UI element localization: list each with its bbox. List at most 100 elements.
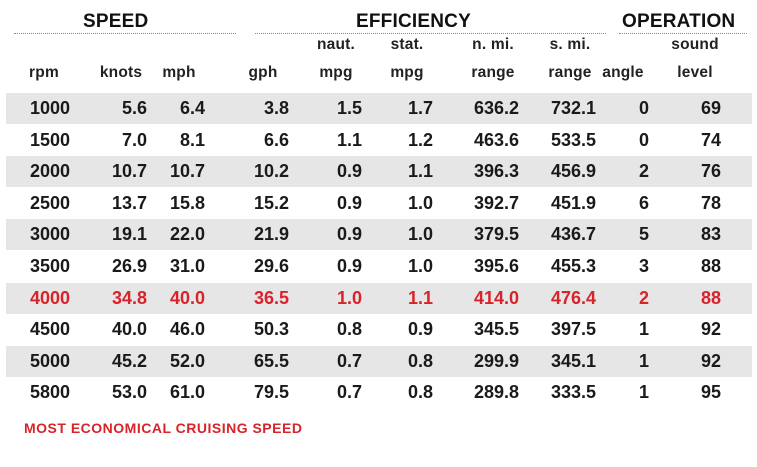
- cell-nmi-range: 345.5: [473, 319, 519, 340]
- table-row: 1500 7.0 8.1 6.6 1.1 1.2 463.6 533.5 0 74: [6, 125, 752, 156]
- cell-mph: 15.8: [169, 192, 205, 213]
- cell-naut-mpg: 1.5: [336, 98, 362, 118]
- cell-naut-mpg: 0.9: [336, 256, 362, 276]
- cell-knots: 10.7: [111, 161, 147, 182]
- cell-mph: 10.7: [169, 161, 205, 182]
- cell-smi-range: 333.5: [550, 382, 596, 403]
- cell-knots: 26.9: [111, 256, 147, 276]
- header-knots-line2: knots: [99, 64, 143, 81]
- cell-mph: 46.0: [169, 319, 205, 340]
- cell-mph: 52.0: [169, 350, 205, 371]
- cell-stat-mpg: 1.0: [407, 192, 433, 213]
- cell-gph: 6.6: [263, 129, 289, 150]
- cell-stat-mpg: 1.1: [407, 287, 433, 308]
- divider-operation: [619, 33, 747, 34]
- cell-gph: 36.5: [253, 287, 289, 308]
- cell-smi-range: 397.5: [550, 319, 596, 340]
- cell-nmi-range: 463.6: [473, 129, 519, 150]
- divider-speed: [14, 33, 236, 34]
- header-angle-line2: angle: [602, 64, 644, 81]
- cell-rpm: 4500: [29, 319, 70, 340]
- cell-sound: 92: [700, 350, 721, 371]
- cell-knots: 53.0: [111, 382, 147, 403]
- cell-smi-range: 732.1: [550, 98, 596, 118]
- cell-naut-mpg: 1.1: [336, 129, 362, 150]
- cell-angle: 2: [638, 161, 649, 182]
- cell-smi-range: 533.5: [550, 129, 596, 150]
- cell-angle: 1: [638, 350, 649, 371]
- cell-sound: 74: [700, 129, 721, 150]
- cell-smi-range: 476.4: [550, 287, 596, 308]
- cell-angle: 3: [638, 256, 649, 276]
- cell-smi-range: 345.1: [550, 350, 596, 371]
- cell-gph: 50.3: [253, 319, 289, 340]
- cell-rpm: 1500: [29, 129, 70, 150]
- divider-efficiency: [255, 33, 606, 34]
- cell-nmi-range: 289.8: [473, 382, 519, 403]
- cell-stat-mpg: 1.1: [407, 161, 433, 182]
- table-row: 3000 19.1 22.0 21.9 0.9 1.0 379.5 436.7 5 83: [6, 219, 752, 251]
- cell-rpm: 3500: [29, 256, 70, 276]
- cell-knots: 13.7: [111, 192, 147, 213]
- cell-angle: 6: [638, 192, 649, 213]
- cell-nmi-range: 379.5: [473, 224, 519, 245]
- cell-stat-mpg: 1.2: [407, 129, 433, 150]
- cell-knots: 7.0: [121, 129, 147, 150]
- cell-smi-range: 455.3: [550, 256, 596, 276]
- cell-knots: 5.6: [121, 98, 147, 118]
- table-row: 2000 10.7 10.7 10.2 0.9 1.1 396.3 456.9 2 76: [6, 156, 752, 188]
- cell-gph: 79.5: [253, 382, 289, 403]
- cell-gph: 10.2: [253, 161, 289, 182]
- cell-naut-mpg: 0.8: [336, 319, 362, 340]
- cell-nmi-range: 395.6: [473, 256, 519, 276]
- cell-gph: 3.8: [263, 98, 289, 118]
- cell-nmi-range: 299.9: [473, 350, 519, 371]
- cell-nmi-range: 392.7: [473, 192, 519, 213]
- cell-gph: 15.2: [253, 192, 289, 213]
- cell-angle: 0: [638, 98, 649, 118]
- header-rpm-line2: rpm: [29, 64, 59, 81]
- cell-naut-mpg: 0.9: [336, 161, 362, 182]
- header-sound-line2: level: [677, 64, 713, 81]
- group-title-efficiency: EFFICIENCY: [356, 11, 471, 32]
- cell-rpm: 2500: [29, 192, 70, 213]
- cell-mph: 6.4: [179, 98, 205, 118]
- cell-stat-mpg: 1.0: [407, 224, 433, 245]
- cell-naut-mpg: 0.7: [336, 350, 362, 371]
- cell-mph: 61.0: [169, 382, 205, 403]
- cell-naut-mpg: 0.9: [336, 224, 362, 245]
- cell-nmi-range: 636.2: [473, 98, 519, 118]
- cell-stat-mpg: 1.7: [407, 98, 433, 118]
- header-naut-mpg-line2: mpg: [319, 64, 353, 81]
- table-row: 4500 40.0 46.0 50.3 0.8 0.9 345.5 397.5 1 92: [6, 314, 752, 345]
- table-row: 4000 34.8 40.0 36.5 1.0 1.1 414.0 476.4 2 88: [6, 282, 752, 314]
- cell-stat-mpg: 0.9: [407, 319, 433, 340]
- cell-naut-mpg: 0.9: [336, 192, 362, 213]
- cell-gph: 65.5: [253, 350, 289, 371]
- cell-rpm: 1000: [29, 98, 70, 118]
- cell-rpm: 5800: [29, 382, 70, 403]
- cell-sound: 78: [700, 192, 721, 213]
- cell-gph: 29.6: [253, 256, 289, 276]
- cell-angle: 5: [638, 224, 649, 245]
- cell-sound: 95: [700, 382, 721, 403]
- cell-gph: 21.9: [253, 224, 289, 245]
- header-nmi-range-line1: n. mi.: [472, 36, 514, 53]
- header-sound-line1: sound: [671, 36, 719, 53]
- header-nmi-range-line2: range: [471, 64, 515, 81]
- header-smi-range-line1: s. mi.: [549, 36, 591, 53]
- header-mph-line2: mph: [162, 64, 196, 81]
- cell-sound: 88: [700, 256, 721, 276]
- cell-sound: 69: [700, 98, 721, 118]
- cell-sound: 92: [700, 319, 721, 340]
- cell-stat-mpg: 1.0: [407, 256, 433, 276]
- table-row: 2500 13.7 15.8 15.2 0.9 1.0 392.7 451.9 6 78: [6, 188, 752, 219]
- cell-sound: 83: [700, 224, 721, 245]
- table-row: 5000 45.2 52.0 65.5 0.7 0.8 299.9 345.1 1 92: [6, 345, 752, 377]
- cell-mph: 8.1: [179, 129, 205, 150]
- cell-stat-mpg: 0.8: [407, 382, 433, 403]
- cell-knots: 34.8: [111, 287, 147, 308]
- cell-mph: 22.0: [169, 224, 205, 245]
- footnote-economical-speed: MOST ECONOMICAL CRUISING SPEED: [24, 420, 303, 436]
- group-title-speed: SPEED: [83, 11, 149, 32]
